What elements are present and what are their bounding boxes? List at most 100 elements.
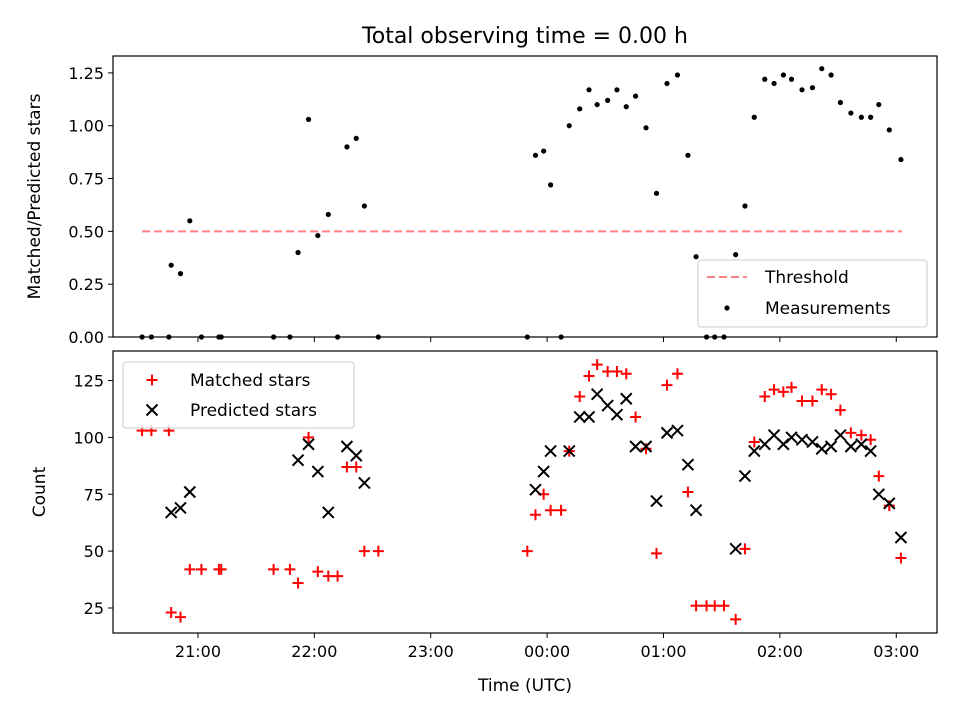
matched-stars-point bbox=[718, 600, 730, 612]
bottom-axes-frame bbox=[112, 350, 938, 634]
measurement-point bbox=[305, 116, 312, 122]
matched-stars-point bbox=[630, 411, 642, 423]
predicted-stars-point bbox=[883, 497, 896, 510]
matched-stars-point bbox=[748, 436, 760, 448]
legend-label: Predicted stars bbox=[190, 401, 317, 421]
measurement-point bbox=[375, 334, 381, 340]
measurement-point bbox=[139, 334, 145, 340]
measurement-point bbox=[664, 80, 670, 87]
matched-stars-point bbox=[350, 461, 362, 473]
measurement-point bbox=[828, 72, 834, 78]
predicted-stars-point bbox=[748, 444, 761, 458]
matched-stars-point bbox=[825, 388, 837, 400]
matched-stars-point bbox=[895, 552, 907, 564]
matched-stars-point bbox=[555, 504, 567, 516]
predicted-stars-point bbox=[844, 440, 858, 453]
matched-stars-point bbox=[873, 470, 885, 482]
predicted-stars-point bbox=[834, 428, 847, 442]
predicted-stars-point bbox=[671, 424, 684, 437]
measurement-point bbox=[623, 104, 629, 110]
measurement-point bbox=[788, 76, 795, 82]
predicted-stars-point bbox=[824, 440, 838, 453]
top-y-axis-label: Matched/Predicted stars bbox=[25, 93, 45, 299]
predicted-stars-point bbox=[174, 501, 187, 515]
top-ytick-label: 1.00 bbox=[68, 117, 104, 136]
predicted-stars-point bbox=[302, 438, 315, 451]
predicted-stars-point bbox=[855, 438, 868, 451]
measurement-point bbox=[566, 123, 572, 129]
predicted-stars-point bbox=[582, 410, 596, 424]
measurement-point bbox=[819, 66, 825, 72]
x-tick-label: 01:00 bbox=[640, 642, 686, 661]
matched-stars-point bbox=[602, 365, 614, 377]
bottom-ytick-label: 75 bbox=[84, 485, 104, 504]
matched-stars-point bbox=[759, 390, 771, 402]
measurement-point bbox=[148, 334, 155, 340]
top-ytick-label: 1.25 bbox=[68, 64, 104, 83]
x-tick-label: 03:00 bbox=[873, 642, 919, 661]
matched-stars-point bbox=[292, 577, 304, 589]
bottom-ytick-label: 25 bbox=[84, 599, 104, 618]
measurement-point bbox=[703, 334, 710, 340]
matched-stars-point bbox=[834, 404, 846, 416]
matched-stars-point bbox=[215, 563, 227, 575]
predicted-stars-point bbox=[738, 469, 752, 483]
top-legend: Threshold Measurements bbox=[697, 259, 928, 328]
measurement-point bbox=[218, 334, 224, 340]
predicted-stars-point bbox=[620, 392, 633, 405]
measurement-point bbox=[674, 72, 681, 78]
matched-stars-point bbox=[574, 390, 586, 402]
predicted-stars-point bbox=[183, 485, 197, 499]
matched-stars-point bbox=[671, 368, 683, 380]
predicted-stars-point bbox=[894, 531, 908, 544]
matched-stars-point bbox=[786, 381, 798, 393]
measurement-point bbox=[548, 182, 554, 188]
measurement-point bbox=[168, 262, 174, 268]
matched-stars-point bbox=[322, 570, 334, 582]
measurement-point bbox=[848, 110, 854, 116]
measurement-point bbox=[868, 114, 874, 120]
measurement-point bbox=[876, 101, 882, 108]
measurement-point bbox=[898, 156, 904, 163]
matched-stars-point bbox=[620, 368, 632, 380]
measurement-point bbox=[693, 254, 699, 260]
x-tick-label: 21:00 bbox=[175, 642, 221, 661]
legend-label: Threshold bbox=[764, 268, 849, 288]
matched-stars-point bbox=[521, 545, 533, 557]
measurement-point bbox=[653, 190, 660, 196]
matched-stars-point bbox=[284, 563, 296, 575]
matched-stars-point bbox=[372, 545, 384, 557]
predicted-stars-point bbox=[650, 494, 663, 508]
measurement-point bbox=[809, 85, 816, 91]
predicted-stars-point bbox=[610, 408, 624, 421]
legend-box bbox=[697, 259, 928, 328]
matched-stars-point bbox=[529, 509, 541, 521]
measurement-point bbox=[198, 334, 205, 340]
predicted-stars-point bbox=[322, 506, 335, 519]
predicted-stars-point bbox=[872, 488, 886, 501]
measurement-point bbox=[271, 334, 277, 340]
measurement-point bbox=[325, 211, 331, 218]
predicted-stars-point bbox=[660, 426, 674, 440]
predicted-stars-point bbox=[806, 435, 819, 449]
matched-stars-point bbox=[806, 395, 818, 407]
measurement-point bbox=[837, 99, 844, 106]
matched-stars-point bbox=[268, 563, 280, 575]
measurement-point bbox=[799, 87, 805, 93]
legend-label: Measurements bbox=[765, 299, 891, 319]
matched-stars-point bbox=[611, 365, 623, 377]
predicted-stars-point bbox=[311, 465, 325, 478]
predicted-stars-point bbox=[758, 438, 771, 451]
measurement-point bbox=[187, 218, 193, 224]
predicted-stars-point bbox=[590, 388, 604, 401]
predicted-stars-point bbox=[815, 442, 828, 455]
measurement-point bbox=[541, 148, 547, 154]
measurement-point bbox=[605, 97, 611, 103]
matched-stars-point bbox=[730, 613, 742, 625]
predicted-stars-point bbox=[544, 444, 557, 458]
measurement-point bbox=[344, 144, 350, 150]
predicted-stars-point bbox=[563, 444, 576, 458]
predicted-stars-point bbox=[529, 483, 542, 496]
predicted-stars-point bbox=[639, 440, 653, 453]
